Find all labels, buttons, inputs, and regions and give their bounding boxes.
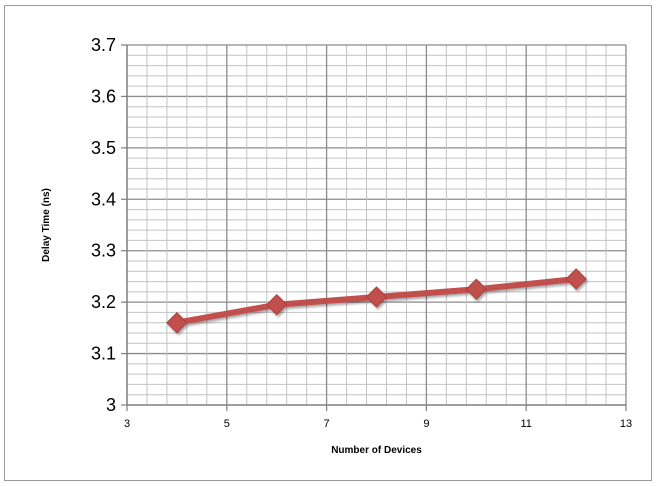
y-tick-label: 3 [106, 395, 116, 415]
chart-frame [4, 5, 652, 481]
y-axis-label: Delay Time (ns) [41, 188, 52, 262]
axis-labels: Number of Devices Delay Time (ns) [41, 188, 422, 456]
x-tick-label: 11 [520, 418, 531, 430]
y-tick-label: 3.7 [91, 35, 116, 55]
y-tick-label: 3.6 [91, 86, 116, 106]
x-tick-label: 13 [620, 418, 632, 430]
x-tick-label: 7 [324, 418, 330, 430]
y-tick-label: 3.3 [91, 241, 116, 261]
x-tick-label: 3 [124, 418, 130, 430]
x-tick-label: 5 [224, 418, 230, 430]
axes [121, 44, 627, 411]
y-tick-label: 3.5 [91, 138, 116, 158]
data-point-marker [465, 278, 488, 300]
data-series [166, 268, 587, 334]
y-tick-label: 3.2 [91, 292, 116, 312]
x-axis-label: Number of Devices [331, 445, 422, 456]
data-point-marker [565, 268, 587, 290]
data-point-marker [365, 286, 388, 308]
y-tick-label: 3.1 [91, 344, 116, 364]
series-group [166, 268, 587, 334]
data-point-marker [265, 294, 288, 316]
y-tick-label: 3.4 [91, 189, 116, 209]
data-point-marker [166, 312, 188, 334]
tick-labels: 3 3.1 3.2 3.3 3.4 3.5 3.6 3.7 3 5 7 9 11 13 [91, 35, 632, 430]
grid [127, 44, 627, 405]
x-tick-label: 9 [423, 418, 429, 430]
